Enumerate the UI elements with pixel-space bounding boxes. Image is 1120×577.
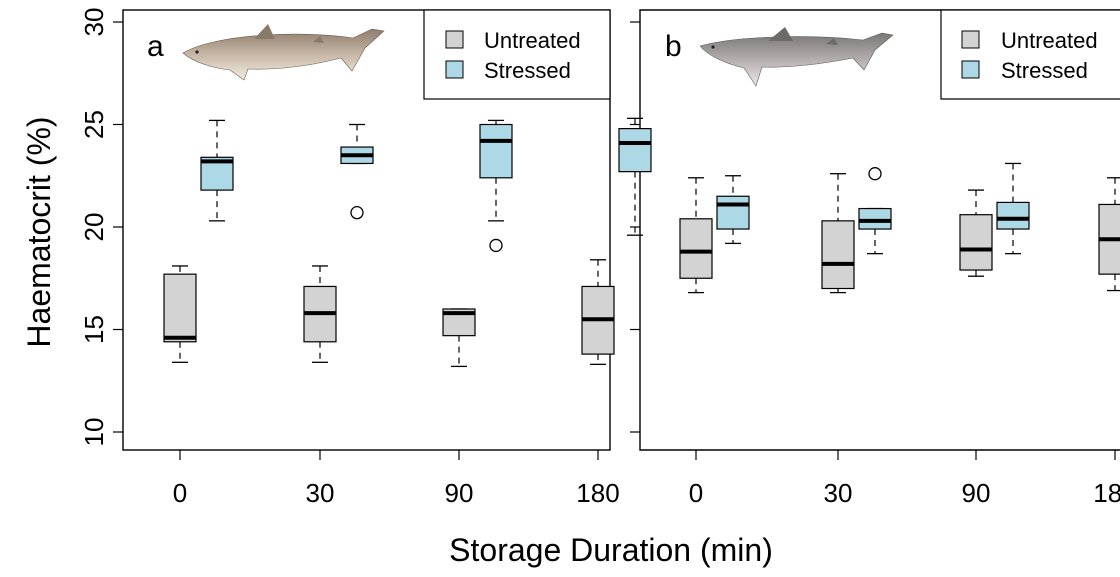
panel-a: a Untreated Stressed [122,9,611,451]
panel-a-ytick-label: 30 [79,8,109,37]
legend-a-box [423,9,611,100]
panel-b-xtick-label: 0 [689,478,703,508]
legend-b-label-stressed: Stressed [1001,58,1088,83]
panel-b-xtick-label: 180 [1093,478,1120,508]
legend-b-box [940,9,1120,100]
panel-a-label: a [147,30,164,63]
panel-a-stressed-box-30-outlier [350,205,364,220]
panel-a-ytick-label: 10 [79,418,109,447]
panel-b-stressed-box-90 [996,201,1030,230]
shark-illustration-b [699,27,894,87]
legend-b-swatch-stressed [961,60,980,79]
panel-b-stressed-box-0 [716,195,750,230]
shark-illustration-a [182,24,385,81]
y-axis-title: Haematocrit (%) [21,116,57,347]
legend-b-label-untreated: Untreated [1001,28,1098,53]
panel-a-xtick-label: 180 [576,478,619,508]
panel-a-xtick-label: 90 [445,478,474,508]
legend-b-swatch-untreated [961,30,980,49]
panel-a-untreated-box-0 [163,273,197,343]
legend-a: Untreated Stressed [423,9,611,100]
panel-a-stressed-box-90 [479,123,513,179]
legend-a-swatch-untreated [445,30,464,49]
marks-layer: 10 15 20 25 30 0 30 90 180 0 30 90 180 [79,8,1120,508]
panel-b: b Untreated Stressed [639,9,1120,451]
panel-b-untreated-box-90 [959,214,993,271]
panel-b-stressed-box-30-outlier [868,167,882,181]
x-axis-title: Storage Duration (min) [449,532,773,568]
legend-a-swatch-stressed [445,60,464,79]
panel-b-frame [639,9,1120,451]
panel-b-xtick-label: 30 [824,478,853,508]
panel-a-ytick-label: 20 [79,213,109,242]
panel-b-label: b [665,30,682,63]
legend-a-label-untreated: Untreated [484,28,581,53]
panel-b-untreated-box-30 [821,220,855,290]
panel-a-xtick-label: 30 [306,478,335,508]
legend-b: Untreated Stressed [940,9,1120,100]
panel-b-untreated-box-0 [679,218,713,279]
panel-a-ytick-label: 15 [79,315,109,344]
legend-a-label-stressed: Stressed [484,58,571,83]
panel-b-stressed-box-30 [858,207,892,230]
panel-a-ytick-label: 25 [79,110,109,139]
panel-a-stressed-box-180 [618,128,652,173]
panel-a-xtick-label: 0 [173,478,187,508]
panel-a-frame [122,9,611,451]
panel-a-stressed-box-90-outlier [489,238,503,253]
panel-b-xtick-label: 90 [962,478,991,508]
